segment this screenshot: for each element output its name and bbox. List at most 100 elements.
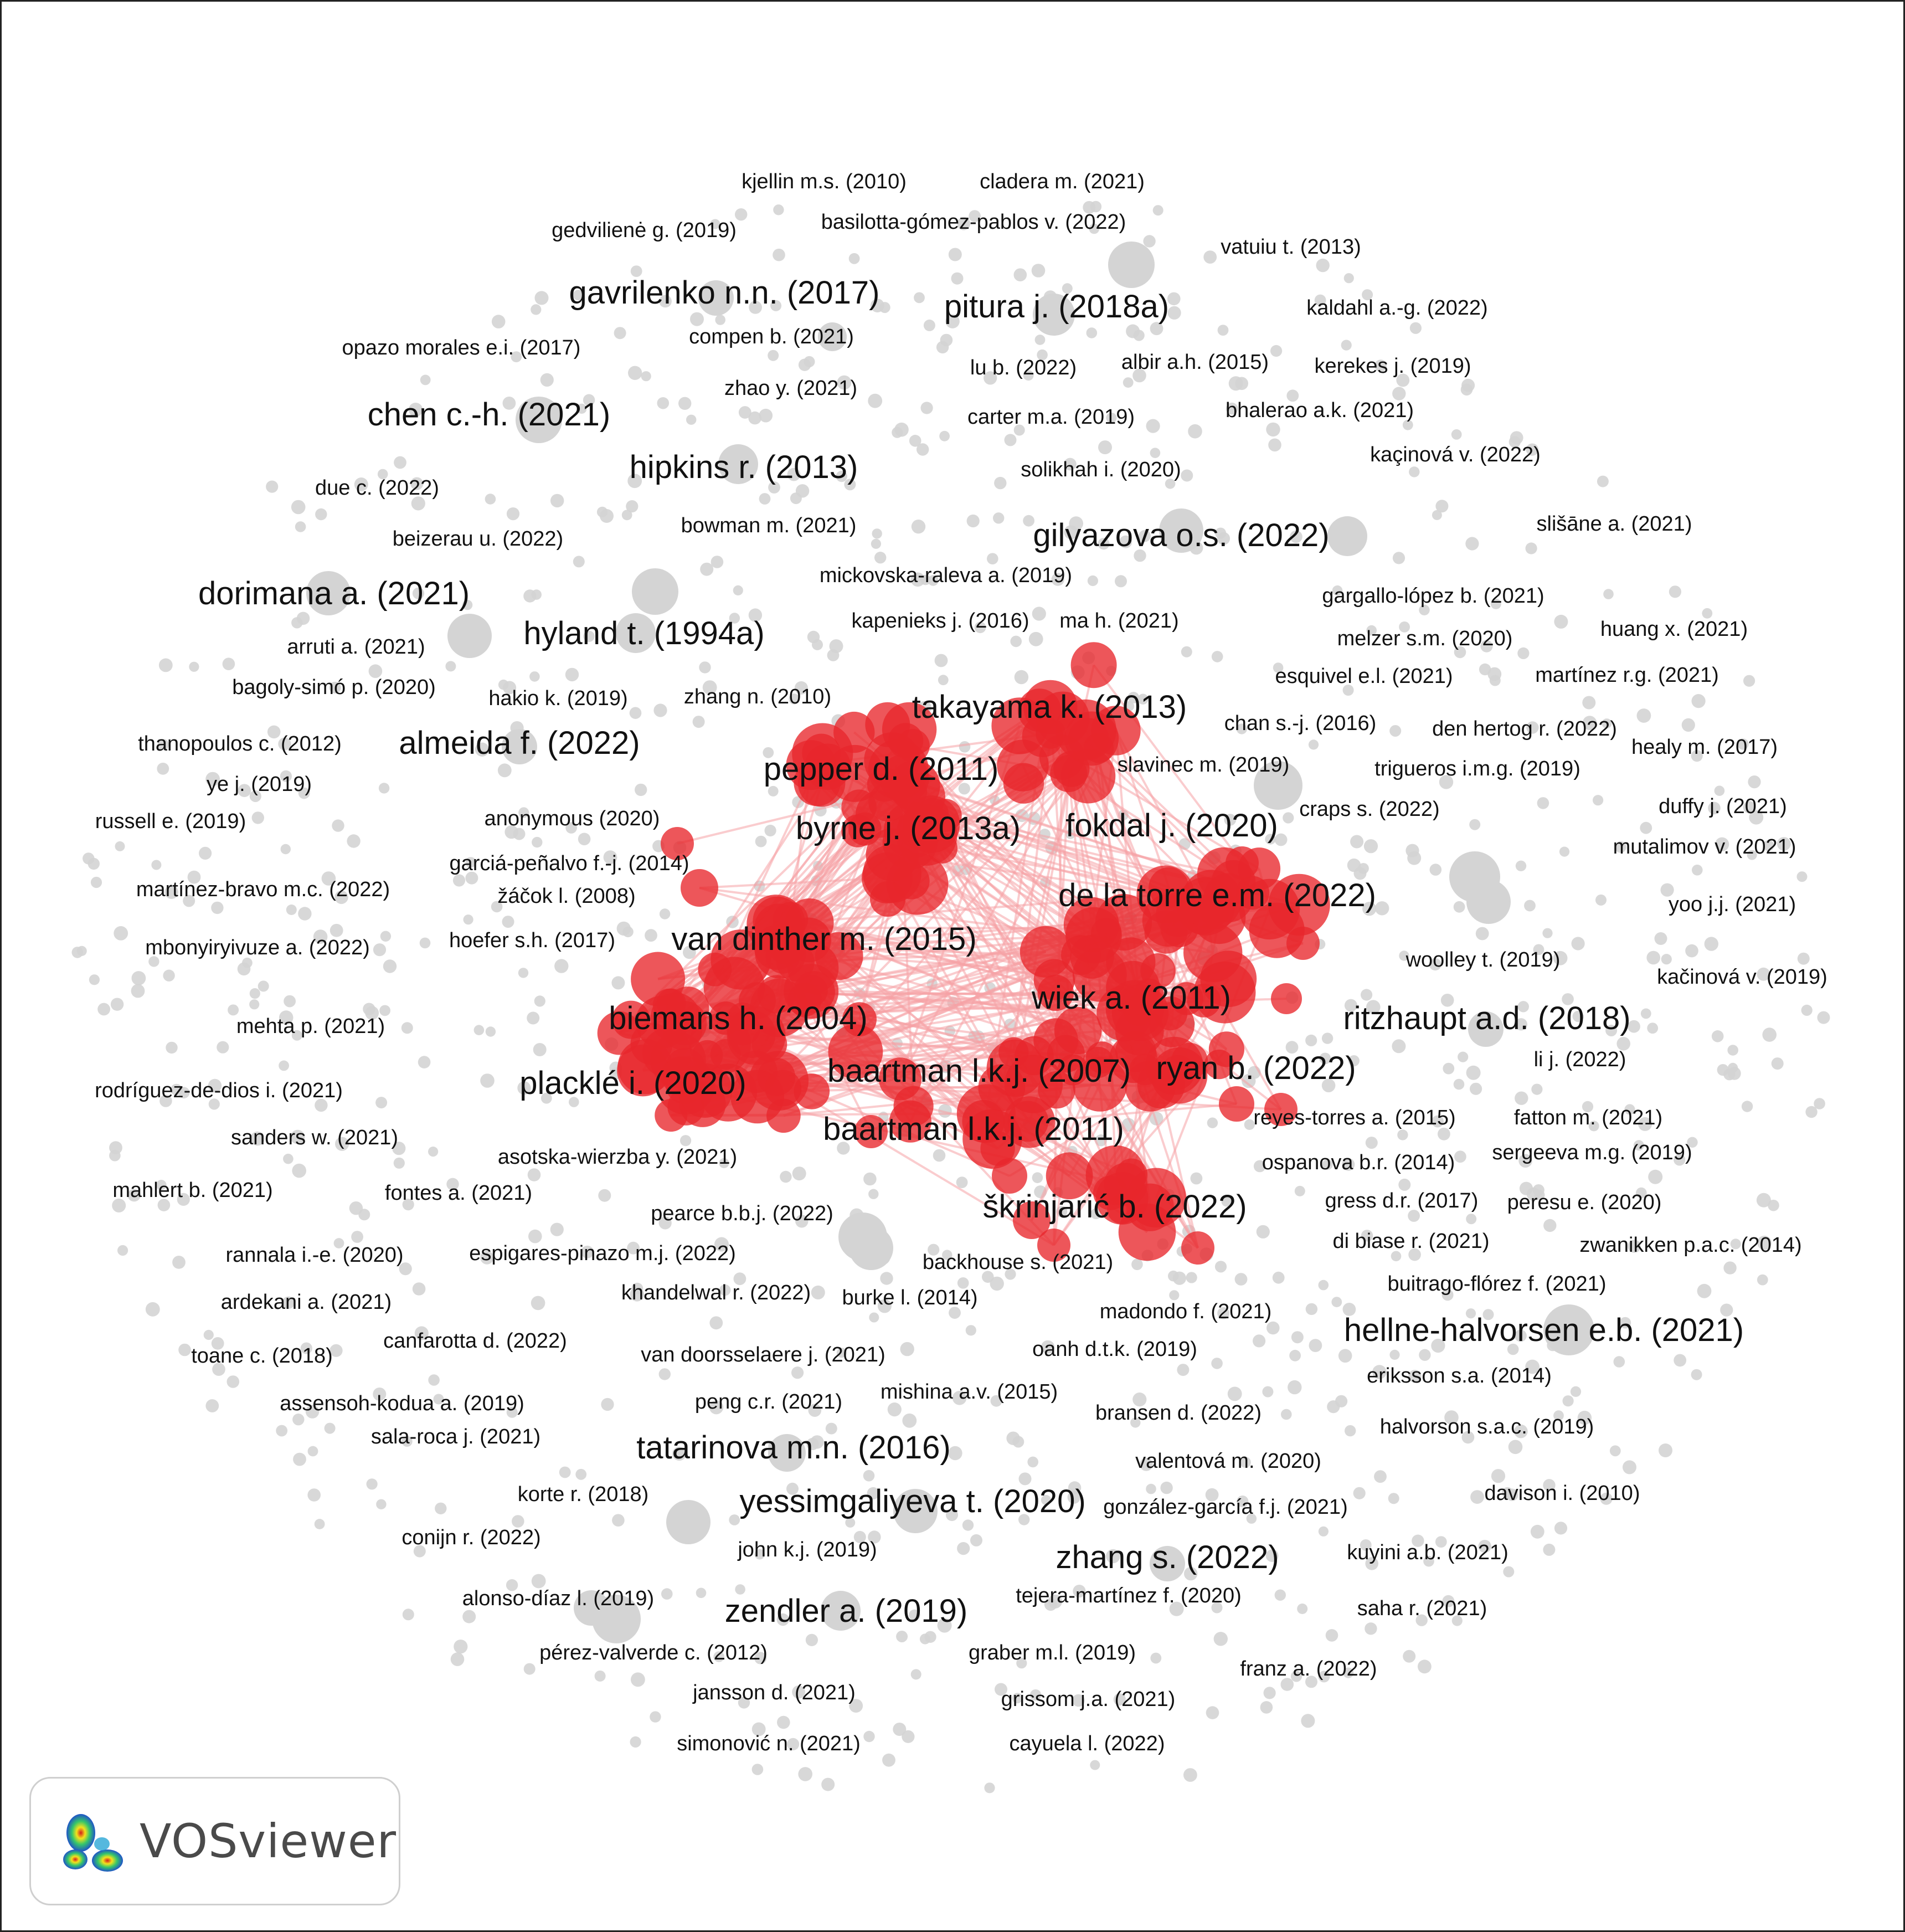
node-label[interactable]: gargallo-lópez b. (2021) bbox=[1322, 584, 1544, 608]
network-node[interactable] bbox=[718, 444, 758, 484]
network-node[interactable] bbox=[946, 1509, 958, 1522]
network-node[interactable] bbox=[764, 824, 776, 837]
network-node[interactable] bbox=[1037, 974, 1074, 1011]
network-node[interactable] bbox=[157, 739, 169, 751]
network-node[interactable] bbox=[115, 841, 125, 851]
network-node[interactable] bbox=[1032, 1172, 1043, 1183]
network-node[interactable] bbox=[540, 373, 554, 387]
network-node[interactable] bbox=[1322, 1159, 1333, 1170]
node-label[interactable]: opazo morales e.i. (2017) bbox=[342, 336, 581, 359]
network-node[interactable] bbox=[293, 1452, 306, 1466]
network-node[interactable] bbox=[366, 1478, 378, 1490]
network-node[interactable] bbox=[777, 1715, 790, 1729]
network-node[interactable] bbox=[1757, 1274, 1768, 1286]
network-node[interactable] bbox=[755, 835, 767, 847]
network-node[interactable] bbox=[1362, 902, 1377, 916]
network-node[interactable] bbox=[657, 397, 670, 409]
node-label[interactable]: peng c.r. (2021) bbox=[695, 1390, 842, 1414]
network-node[interactable] bbox=[768, 350, 779, 361]
network-node[interactable] bbox=[518, 807, 529, 818]
network-node[interactable] bbox=[698, 280, 734, 316]
network-node[interactable] bbox=[83, 852, 95, 865]
network-node[interactable] bbox=[428, 1147, 439, 1157]
network-node[interactable] bbox=[1525, 1359, 1540, 1374]
network-node[interactable] bbox=[502, 397, 516, 410]
network-node[interactable] bbox=[1271, 983, 1302, 1014]
node-label[interactable]: pepper d. (2011) bbox=[764, 751, 999, 787]
network-node[interactable] bbox=[900, 1342, 914, 1356]
network-node[interactable] bbox=[1264, 1093, 1298, 1126]
node-label[interactable]: zwanikken p.a.c. (2014) bbox=[1579, 1234, 1801, 1257]
network-node[interactable] bbox=[401, 1436, 413, 1447]
network-node[interactable] bbox=[1046, 1152, 1093, 1200]
network-node[interactable] bbox=[995, 1683, 1007, 1696]
network-node[interactable] bbox=[837, 1142, 850, 1155]
network-node[interactable] bbox=[1441, 1289, 1454, 1301]
network-node[interactable] bbox=[465, 857, 476, 868]
node-label[interactable]: graber m.l. (2019) bbox=[969, 1641, 1136, 1664]
network-node[interactable] bbox=[714, 1237, 729, 1252]
network-node[interactable] bbox=[966, 514, 980, 528]
network-node[interactable] bbox=[1408, 1210, 1420, 1222]
network-node[interactable] bbox=[1082, 1046, 1114, 1078]
network-node[interactable] bbox=[1503, 1566, 1515, 1578]
network-node[interactable] bbox=[1478, 1540, 1491, 1553]
network-node[interactable] bbox=[90, 876, 102, 888]
network-node[interactable] bbox=[583, 394, 595, 406]
network-node[interactable] bbox=[307, 1446, 318, 1457]
network-node[interactable] bbox=[1408, 1248, 1421, 1261]
network-node[interactable] bbox=[1068, 1481, 1082, 1494]
network-node[interactable] bbox=[1419, 1349, 1431, 1361]
network-node[interactable] bbox=[759, 493, 771, 505]
network-node[interactable] bbox=[1253, 1334, 1266, 1348]
network-node[interactable] bbox=[412, 587, 425, 599]
network-node[interactable] bbox=[1762, 1027, 1777, 1042]
network-node[interactable] bbox=[1048, 1594, 1062, 1609]
network-node[interactable] bbox=[408, 403, 423, 417]
network-node[interactable] bbox=[917, 443, 929, 456]
network-node[interactable] bbox=[1640, 821, 1652, 834]
network-node[interactable] bbox=[1098, 440, 1112, 455]
network-node[interactable] bbox=[1130, 1417, 1141, 1428]
network-node[interactable] bbox=[1636, 1187, 1647, 1199]
node-label[interactable]: pitura j. (2018a) bbox=[944, 289, 1169, 325]
network-node[interactable] bbox=[1388, 1493, 1399, 1504]
network-node[interactable] bbox=[1691, 694, 1706, 708]
node-label[interactable]: valentová m. (2020) bbox=[1135, 1450, 1321, 1473]
network-node[interactable] bbox=[1126, 324, 1140, 338]
node-label[interactable]: rodríguez-de-dios i. (2021) bbox=[95, 1079, 343, 1102]
node-label[interactable]: bransen d. (2022) bbox=[1095, 1401, 1262, 1425]
network-node[interactable] bbox=[632, 568, 678, 615]
network-node[interactable] bbox=[1468, 1011, 1504, 1047]
network-node[interactable] bbox=[1771, 1057, 1784, 1070]
network-node[interactable] bbox=[183, 895, 195, 907]
node-label[interactable]: woolley t. (2019) bbox=[1405, 948, 1561, 972]
network-node[interactable] bbox=[1265, 1549, 1279, 1563]
network-node[interactable] bbox=[1244, 1119, 1255, 1130]
network-node[interactable] bbox=[1543, 1219, 1557, 1232]
network-node[interactable] bbox=[1037, 1229, 1070, 1262]
network-node[interactable] bbox=[1090, 201, 1102, 213]
network-node[interactable] bbox=[871, 538, 881, 549]
network-node[interactable] bbox=[375, 1097, 388, 1109]
node-label[interactable]: melzer s.m. (2020) bbox=[1337, 627, 1513, 650]
network-node[interactable] bbox=[1432, 1115, 1444, 1128]
network-node[interactable] bbox=[1714, 785, 1725, 796]
network-node[interactable] bbox=[656, 1056, 715, 1115]
network-node[interactable] bbox=[1150, 322, 1163, 336]
network-node[interactable] bbox=[1554, 614, 1568, 629]
network-node[interactable] bbox=[1372, 1365, 1387, 1379]
network-node[interactable] bbox=[1215, 527, 1227, 539]
network-node[interactable] bbox=[661, 827, 694, 860]
network-node[interactable] bbox=[870, 881, 905, 917]
node-label[interactable]: yoo j.j. (2021) bbox=[1669, 893, 1796, 916]
network-node[interactable] bbox=[1208, 1031, 1244, 1067]
network-node[interactable] bbox=[279, 1060, 289, 1071]
network-node[interactable] bbox=[1730, 1239, 1741, 1250]
network-node[interactable] bbox=[1129, 1054, 1161, 1086]
network-node[interactable] bbox=[148, 956, 159, 967]
network-node[interactable] bbox=[733, 585, 743, 595]
node-label[interactable]: jansson d. (2021) bbox=[692, 1681, 856, 1704]
network-node[interactable] bbox=[1207, 1117, 1218, 1128]
network-node[interactable] bbox=[710, 556, 724, 568]
